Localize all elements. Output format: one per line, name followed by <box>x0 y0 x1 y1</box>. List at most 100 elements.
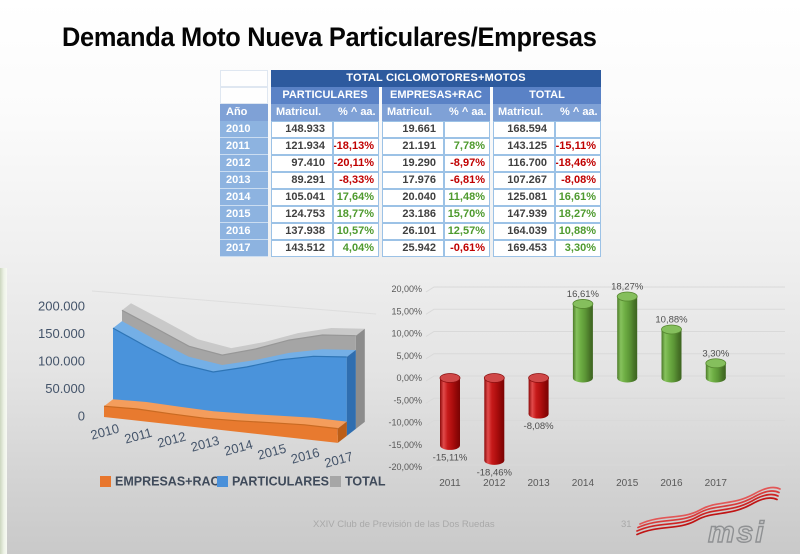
chart-text: 10,88% <box>655 314 688 325</box>
gridline <box>425 375 785 382</box>
gridline <box>425 353 785 360</box>
chart-text: 50.000 <box>45 381 85 396</box>
chart-text: 2012 <box>483 478 506 489</box>
table-matricul-cell: 23.186 <box>382 206 444 223</box>
table-matricul-cell: 25.942 <box>382 240 444 257</box>
chart-text: TOTAL <box>345 475 386 489</box>
chart-text: 2012 <box>156 429 188 451</box>
legend-swatch-PARTICULARES <box>217 476 228 487</box>
table-matricul-cell: 21.191 <box>382 138 444 155</box>
table-pct-cell: 17,64% <box>333 189 379 206</box>
table-matricul-cell: 148.933 <box>271 121 333 138</box>
table-corner-cell <box>220 70 268 87</box>
table-pct-cell: -20,11% <box>333 155 379 172</box>
table-pct-cell: -8,97% <box>444 155 490 172</box>
table-matricul-cell: 124.753 <box>271 206 333 223</box>
legend-swatch-EMPRESAS+RAC <box>100 476 111 487</box>
table-matricul-cell: 121.934 <box>271 138 333 155</box>
chart-text: PARTICULARES <box>232 475 329 489</box>
area-top-edge-TOTAL <box>121 309 356 356</box>
table-matricul-cell: 143.125 <box>493 138 555 155</box>
table-pct-cell: -6,81% <box>444 172 490 189</box>
table-pct-cell <box>444 121 490 138</box>
area-top-face-TOTAL <box>122 303 365 356</box>
chart-text: 20,00% <box>391 284 422 294</box>
chart-text: 16,61% <box>567 289 600 300</box>
table-year-cell: 2014 <box>220 189 268 206</box>
bar-2015-body <box>617 296 638 378</box>
table-matricul-cell: 168.594 <box>493 121 555 138</box>
chart-text: 2014 <box>572 478 595 489</box>
gridline <box>425 420 785 426</box>
bar-2011-cap <box>439 373 461 383</box>
gridline <box>425 442 785 449</box>
gridline <box>425 397 785 404</box>
chart-text: -8,08% <box>524 421 555 432</box>
bar-2011-body <box>440 378 460 446</box>
table-pct-cell: 11,48% <box>444 189 490 206</box>
logo-msi-text: msi <box>708 516 766 549</box>
table-matricul-cell: 143.512 <box>271 240 333 257</box>
table-pct-cell: -8,33% <box>333 172 379 189</box>
page-number: 31 <box>621 519 632 530</box>
chart-text: 2017 <box>323 449 355 471</box>
chart-text: EMPRESAS+RAC <box>115 475 220 489</box>
area-top-face-EMPRESAS+RAC <box>104 399 347 429</box>
chart-text: 2010 <box>89 421 121 443</box>
table-corner-cell <box>220 87 268 104</box>
table-pct-cell: 16,61% <box>555 189 601 206</box>
table-pct-cell: 18,77% <box>333 206 379 223</box>
chart-text: 3,30% <box>702 348 729 359</box>
chart-text: 2016 <box>660 478 683 489</box>
msi-logo: msi <box>632 462 797 550</box>
chart-text: 2011 <box>439 478 461 489</box>
chart-text: 0 <box>78 408 85 423</box>
table-matricul-cell: 116.700 <box>493 155 555 172</box>
table-year-cell: 2016 <box>220 223 268 240</box>
table-group-header: TOTAL <box>493 87 601 104</box>
table-year-cell: 2015 <box>220 206 268 223</box>
bar-2016-body <box>661 329 682 378</box>
table-matricul-cell: 97.410 <box>271 155 333 172</box>
left-edge-strip <box>0 268 7 554</box>
table-pct-cell: 15,70% <box>444 206 490 223</box>
table-matricul-cell: 125.081 <box>493 189 555 206</box>
footer-caption: XXIV Club de Previsión de las Dos Ruedas <box>313 519 495 530</box>
chart-text: 18,27% <box>611 282 644 293</box>
data-table: TOTAL CICLOMOTORES+MOTOS PARTICULARES EMPR… <box>220 70 601 257</box>
table-matricul-cell: 105.041 <box>271 189 333 206</box>
area-top-edge-EMPRESAS+RAC <box>103 405 338 430</box>
bar-chart: 20,00% 15,00% 10,00% 5,00% 0,00% -5,00% -10,00… <box>385 278 797 496</box>
chart-text: -20,00% <box>388 462 422 472</box>
bar-2013-cap <box>528 373 550 383</box>
table-pct-cell: -18,13% <box>333 138 379 155</box>
table-matricul-cell: 26.101 <box>382 223 444 240</box>
page-title: Demanda Moto Nueva Particulares/Empresas <box>62 22 597 52</box>
table-subheader-pct: % ^ aa. <box>555 104 601 121</box>
table-matricul-cell: 17.976 <box>382 172 444 189</box>
table-pct-cell: 10,88% <box>555 223 601 240</box>
table-pct-cell: 18,27% <box>555 206 601 223</box>
table-pct-cell: 12,57% <box>444 223 490 240</box>
chart-text: 100.000 <box>38 353 85 368</box>
gridline <box>425 464 785 471</box>
chart-text: 2016 <box>289 445 321 467</box>
table-pct-cell: -0,61% <box>444 240 490 257</box>
table-title: TOTAL CICLOMOTORES+MOTOS <box>271 70 601 87</box>
table-year-cell: 2010 <box>220 121 268 138</box>
table-pct-cell <box>333 121 379 138</box>
table-pct-cell: -8,08% <box>555 172 601 189</box>
chart-text: 15,00% <box>391 306 422 316</box>
gridline <box>425 331 785 337</box>
chart-text: 2015 <box>616 478 639 489</box>
table-matricul-cell: 19.290 <box>382 155 444 172</box>
table-subheader-matricul: Matricul. <box>493 104 555 121</box>
chart-text: 5,00% <box>396 351 422 361</box>
chart-text: 2014 <box>223 437 255 459</box>
legend-swatch-TOTAL <box>330 476 341 487</box>
chart-text: 2017 <box>705 478 728 489</box>
chart-text: -18,46% <box>477 467 513 478</box>
logo-swoosh <box>636 486 781 536</box>
table-matricul-cell: 164.039 <box>493 223 555 240</box>
gridline <box>425 286 785 293</box>
